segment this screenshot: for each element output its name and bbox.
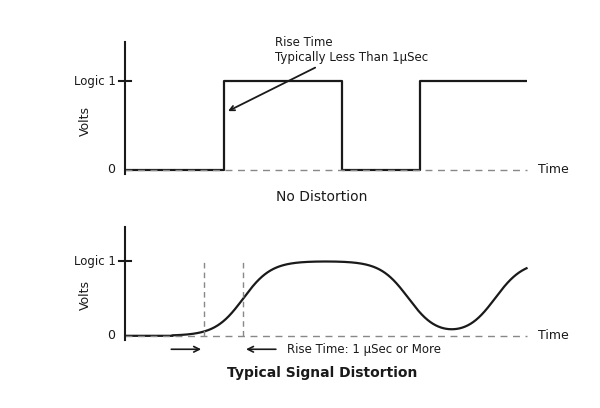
Text: 0: 0 <box>107 163 115 176</box>
Text: Time: Time <box>538 163 569 176</box>
Text: Time: Time <box>538 329 569 342</box>
Text: Logic 1: Logic 1 <box>74 75 115 88</box>
Text: Typical Signal Distortion: Typical Signal Distortion <box>227 366 417 380</box>
Text: Volts: Volts <box>79 280 92 310</box>
Text: Logic 1: Logic 1 <box>74 255 115 268</box>
Text: No Distortion: No Distortion <box>276 190 368 204</box>
Text: Rise Time: 1 μSec or More: Rise Time: 1 μSec or More <box>287 343 440 356</box>
Text: Volts: Volts <box>79 106 92 136</box>
Text: 0: 0 <box>107 329 115 342</box>
Text: Rise Time
Typically Less Than 1μSec: Rise Time Typically Less Than 1μSec <box>230 35 428 110</box>
